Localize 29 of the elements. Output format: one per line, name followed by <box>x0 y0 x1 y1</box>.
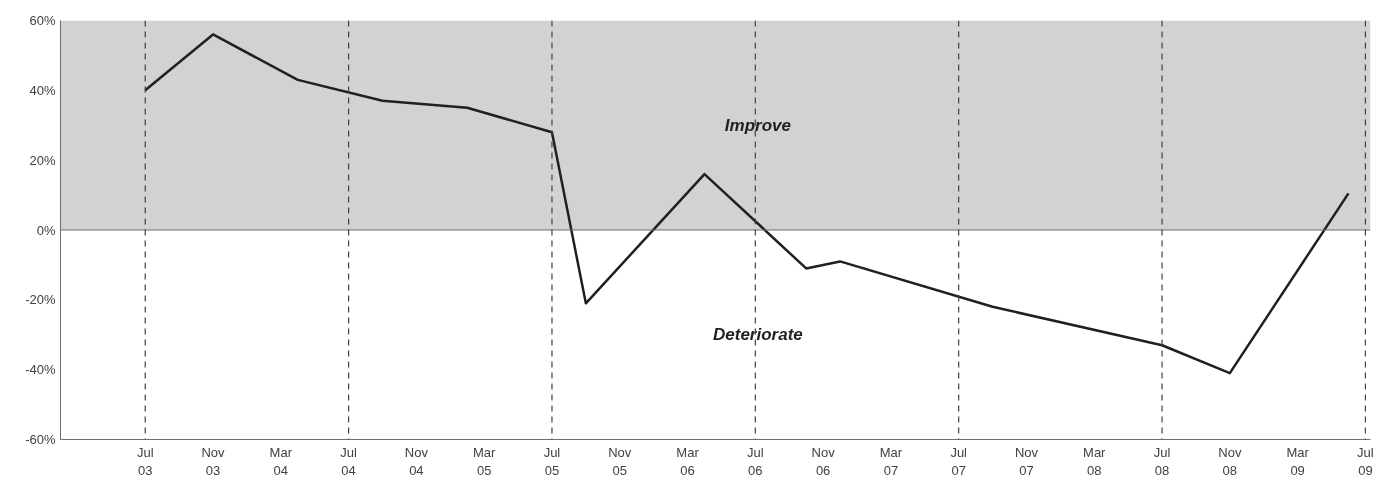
y-tick-label: 0% <box>36 222 56 238</box>
line-series <box>143 33 1350 375</box>
x-tick-label: Nov 05 <box>608 444 632 478</box>
y-tick-label: 40% <box>29 82 56 98</box>
x-tick-label: Nov 08 <box>1218 444 1242 478</box>
x-tick-label: Nov 07 <box>1014 444 1039 478</box>
x-tick-label: Nov 06 <box>811 444 836 478</box>
x-tick-label: Jul 06 <box>747 444 764 478</box>
band-label: Improve <box>724 115 791 135</box>
x-tick-label: Jul 08 <box>1153 444 1171 478</box>
x-tick-label: Jul 07 <box>950 444 968 478</box>
x-tick-label: Mar 07 <box>879 444 903 478</box>
x-tick-label: Nov 04 <box>404 444 429 478</box>
x-tick-label: Mar 06 <box>676 444 700 478</box>
y-tick-label: 60% <box>29 13 56 28</box>
y-tick-label: -40% <box>25 362 56 378</box>
x-tick-label: Mar 04 <box>269 444 293 478</box>
x-tick-label: Mar 09 <box>1286 444 1310 478</box>
x-tick-label: Mar 08 <box>1083 444 1107 478</box>
y-tick-label: -20% <box>25 292 56 308</box>
x-tick-label: Nov 03 <box>201 444 226 478</box>
y-tick-label: 20% <box>29 152 56 168</box>
x-tick-label: Mar 05 <box>472 444 497 478</box>
y-tick-label: -60% <box>25 432 56 447</box>
x-tick-label: Jul 09 <box>1357 444 1374 478</box>
x-tick-label: Jul 05 <box>543 444 561 478</box>
x-tick-label: Jul 04 <box>340 444 358 478</box>
x-tick-label: Jul 03 <box>136 444 154 478</box>
annotation: Deteriorate <box>712 325 803 345</box>
